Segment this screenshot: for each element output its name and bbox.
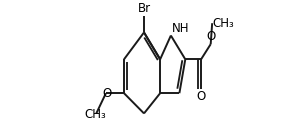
Text: O: O [206,30,215,43]
Text: Br: Br [137,2,151,15]
Text: O: O [196,90,206,103]
Text: CH₃: CH₃ [85,108,106,121]
Text: O: O [102,87,111,100]
Text: NH: NH [171,22,189,35]
Text: CH₃: CH₃ [213,17,234,30]
